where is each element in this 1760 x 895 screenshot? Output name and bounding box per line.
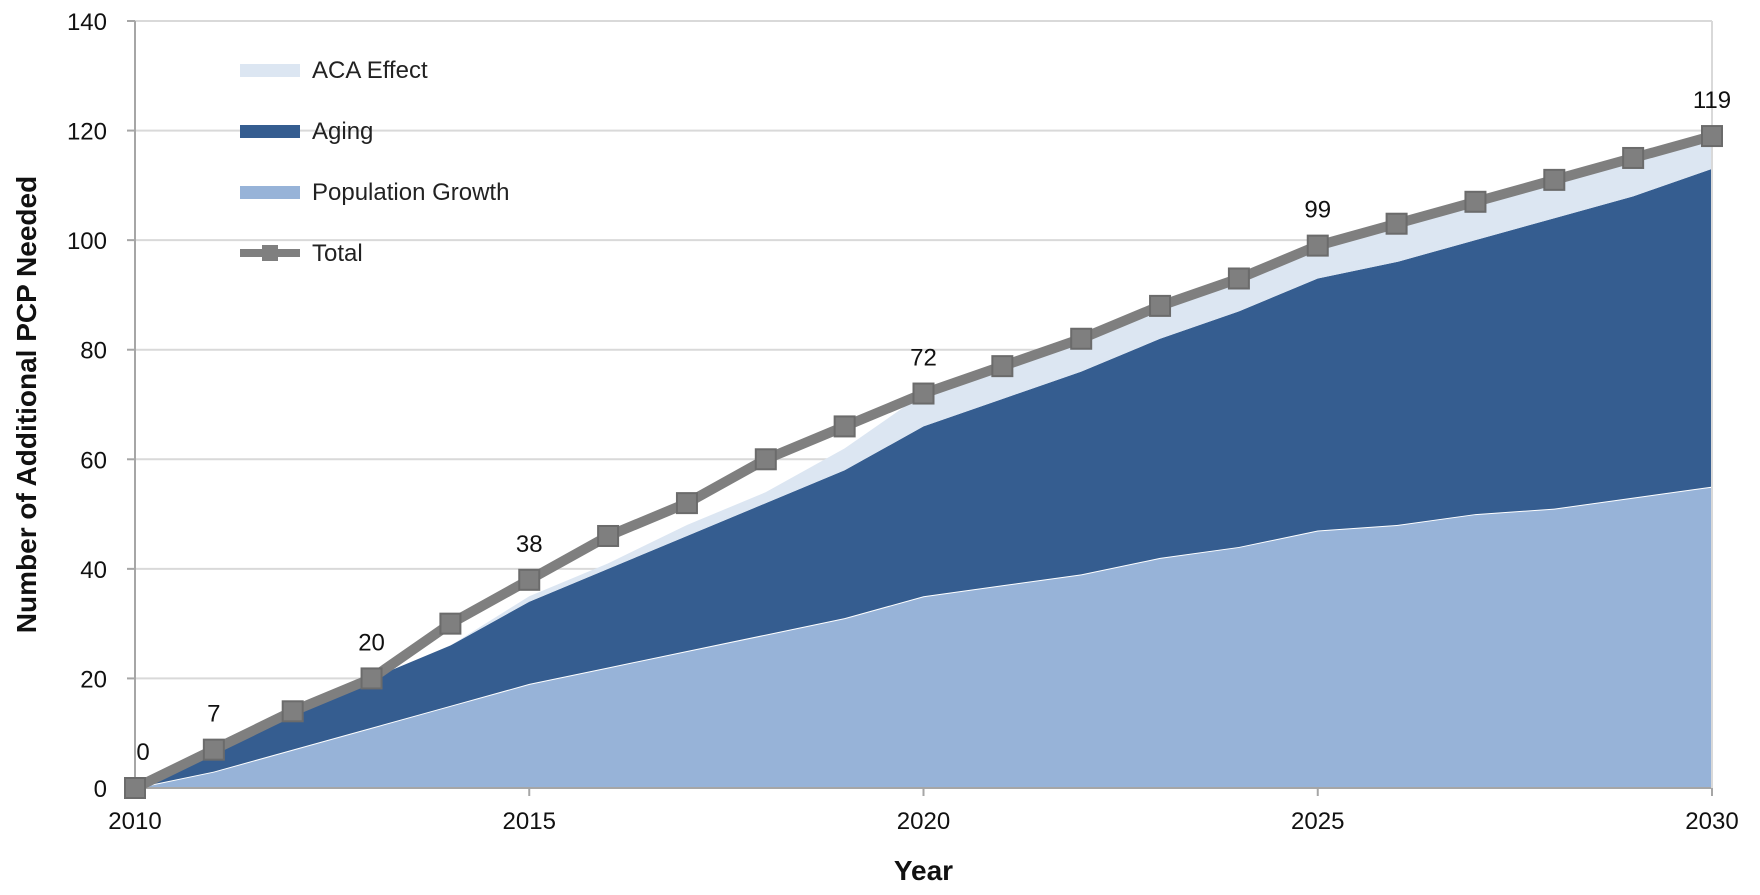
area-series xyxy=(134,136,1713,789)
total-marker xyxy=(1070,327,1093,350)
total-marker xyxy=(1149,294,1172,317)
x-tick-label: 2030 xyxy=(1685,808,1738,835)
axes: 0 20 40 60 80 100 120 140 2010 2015 2020 2025 2030 xyxy=(67,9,1739,835)
x-axis-title: Year xyxy=(894,855,953,886)
data-label: 20 xyxy=(358,629,385,656)
legend: ACA Effect Aging Population Growth Total xyxy=(240,57,509,267)
total-marker xyxy=(675,492,698,515)
legend-label: ACA Effect xyxy=(312,57,428,84)
legend-swatch xyxy=(240,186,300,199)
legend-label: Population Growth xyxy=(312,179,509,206)
total-marker xyxy=(1543,168,1566,191)
total-marker xyxy=(1227,267,1250,290)
data-label: 72 xyxy=(910,345,937,372)
total-marker xyxy=(1306,234,1329,257)
data-label: 7 xyxy=(207,701,220,728)
data-label: 0 xyxy=(136,739,149,766)
y-tick-label: 60 xyxy=(80,447,107,474)
total-marker xyxy=(991,355,1014,378)
total-marker xyxy=(124,777,146,799)
y-tick-label: 80 xyxy=(80,338,107,365)
y-tick-label: 20 xyxy=(80,666,107,693)
x-tick-label: 2010 xyxy=(108,808,161,835)
y-tick-label: 100 xyxy=(67,228,107,255)
x-tick-label: 2020 xyxy=(897,808,950,835)
data-label: 99 xyxy=(1304,197,1331,224)
data-label: 38 xyxy=(516,531,543,558)
x-tick-label: 2025 xyxy=(1291,808,1344,835)
legend-swatch xyxy=(240,125,300,138)
area-aca-effect xyxy=(135,136,1712,789)
y-tick-label: 120 xyxy=(67,119,107,146)
y-tick-label: 0 xyxy=(94,776,107,803)
total-marker xyxy=(360,667,383,690)
area-aging xyxy=(135,168,1712,788)
total-marker xyxy=(1464,190,1487,213)
total-marker xyxy=(754,448,777,471)
total-marker xyxy=(281,700,304,723)
data-labels: 0 7 20 38 72 99 119 xyxy=(136,87,1731,766)
data-label: 119 xyxy=(1693,87,1731,114)
total-marker xyxy=(1622,146,1645,169)
total-marker xyxy=(833,415,856,438)
legend-label: Aging xyxy=(312,118,373,145)
total-marker xyxy=(912,382,935,405)
y-tick-label: 140 xyxy=(67,9,107,36)
total-marker xyxy=(1385,212,1408,235)
total-marker xyxy=(439,612,462,635)
total-marker xyxy=(518,568,541,591)
total-marker xyxy=(597,524,620,547)
x-tick-label: 2015 xyxy=(503,808,556,835)
total-marker xyxy=(202,738,225,761)
y-tick-label: 40 xyxy=(80,557,107,584)
total-line-series xyxy=(124,125,1723,799)
total-marker xyxy=(1701,125,1723,148)
y-axis-title: Number of Additional PCP Needed xyxy=(11,176,42,633)
legend-swatch xyxy=(240,64,300,77)
legend-marker xyxy=(262,245,278,261)
legend-label: Total xyxy=(312,240,363,267)
